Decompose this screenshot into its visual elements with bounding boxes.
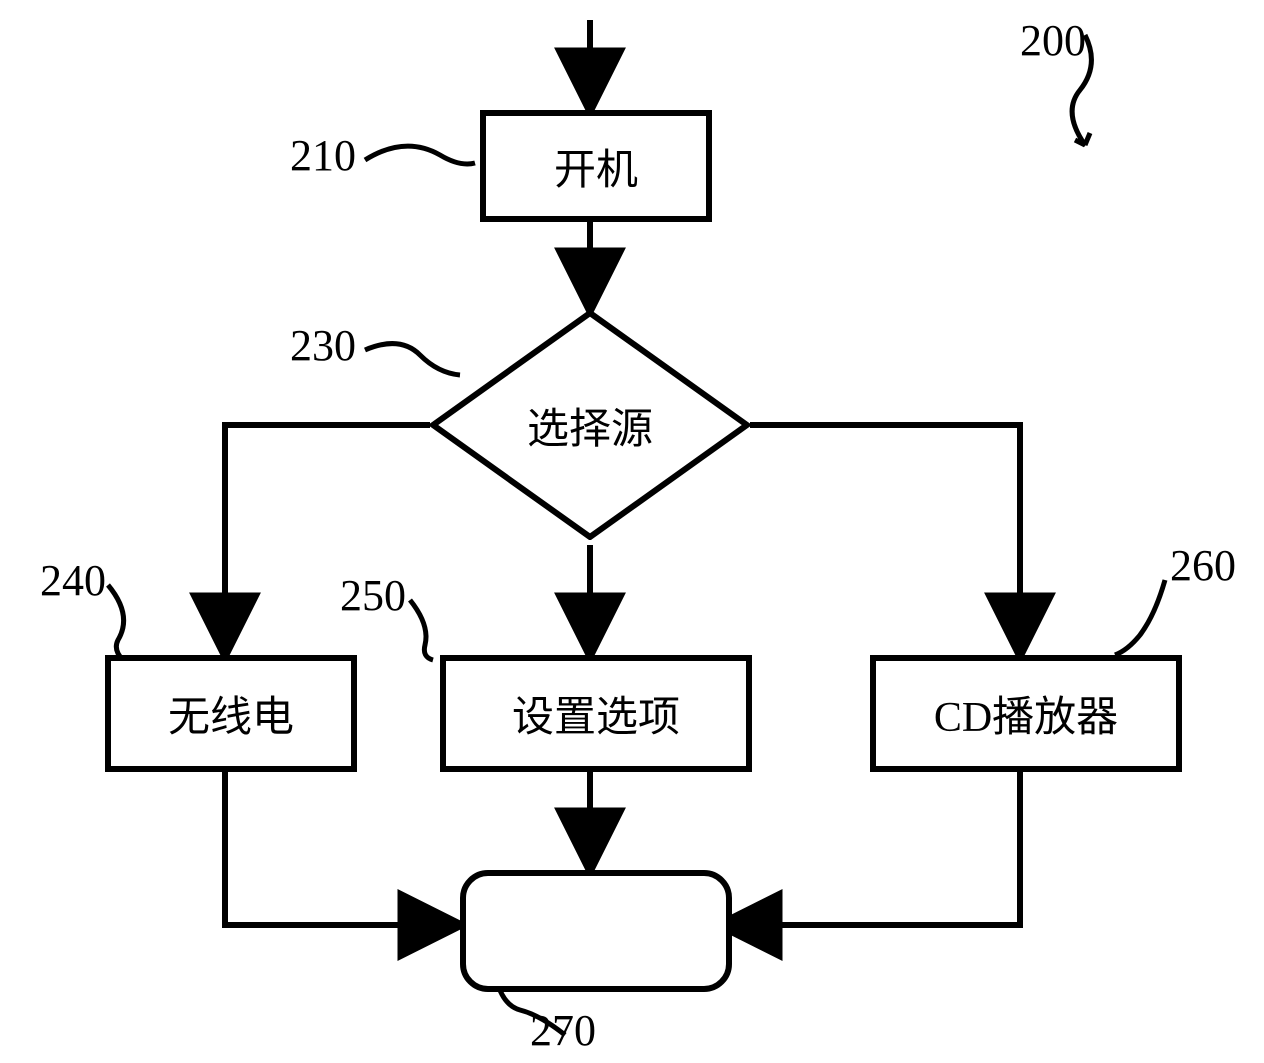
leader-sq210 (365, 146, 475, 164)
ref-label-200: 200 (1020, 15, 1086, 66)
node-cd-player: CD播放器 (870, 655, 1182, 772)
node-power-on: 开机 (480, 110, 712, 222)
node-label: 无线电 (168, 683, 294, 744)
node-label: 开机 (554, 136, 638, 197)
ref-label-230: 230 (290, 320, 356, 371)
node-end (460, 870, 732, 992)
node-select-source: 选择源 (430, 310, 750, 540)
edge-e_260_270 (725, 765, 1020, 925)
node-label: 选择源 (527, 395, 653, 456)
ref-label-270: 270 (530, 1005, 596, 1056)
leader-sq240 (108, 585, 124, 660)
ref-label-260: 260 (1170, 540, 1236, 591)
ref-label-250: 250 (340, 570, 406, 621)
leader-sq260 (1115, 580, 1165, 655)
leader-sq250 (410, 600, 433, 660)
node-settings: 设置选项 (440, 655, 752, 772)
ref-label-240: 240 (40, 555, 106, 606)
node-radio: 无线电 (105, 655, 357, 772)
ref-label-210: 210 (290, 130, 356, 181)
node-label: 设置选项 (512, 683, 680, 744)
node-label: CD播放器 (934, 683, 1118, 744)
edge-e_230_260 (750, 425, 1020, 650)
edge-e_240_270 (225, 765, 455, 925)
